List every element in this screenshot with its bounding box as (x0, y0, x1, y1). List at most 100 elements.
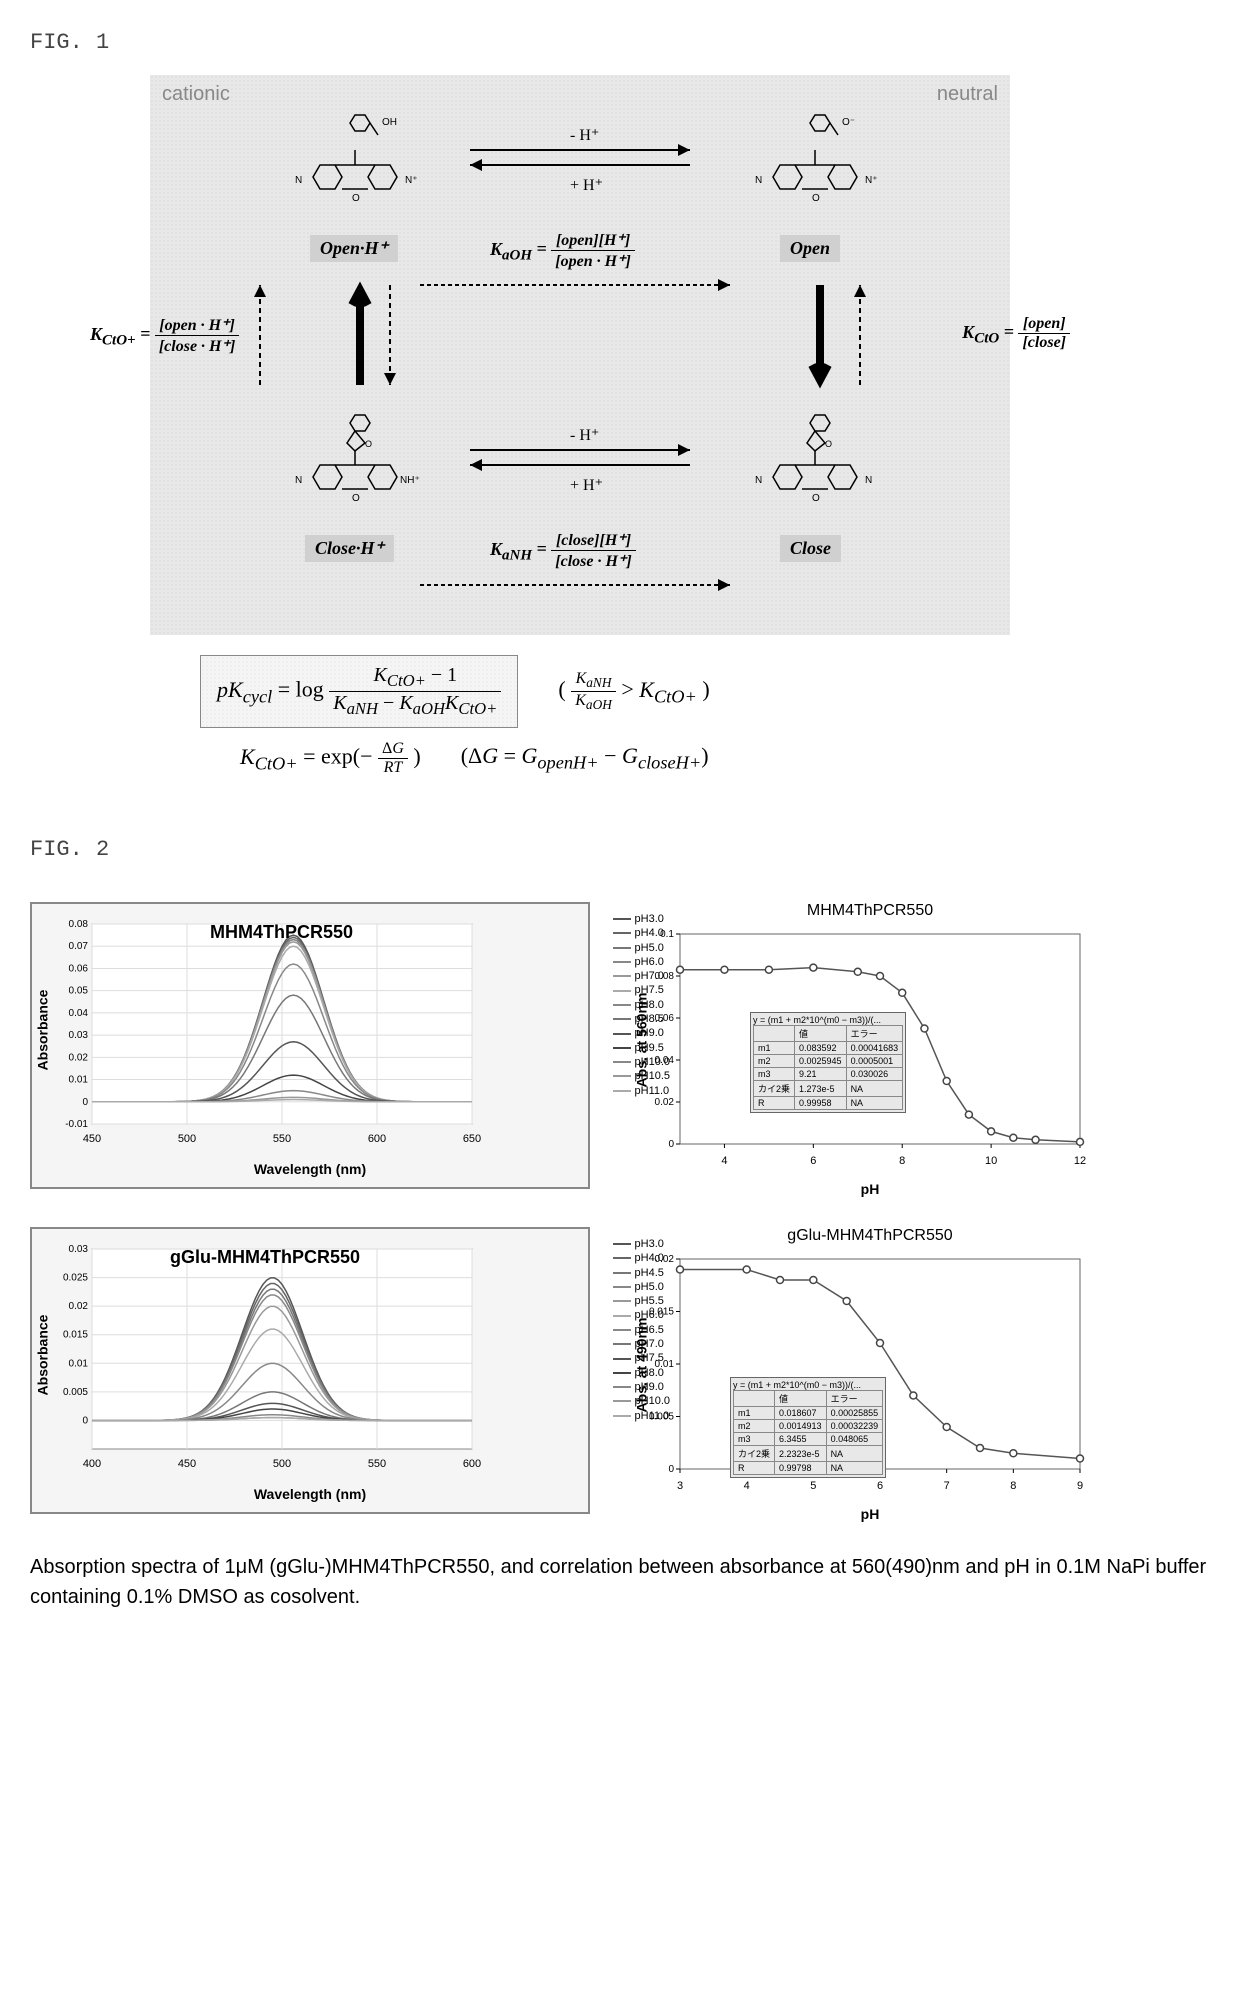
svg-text:12: 12 (1074, 1155, 1086, 1167)
chart3-box: gGlu-MHM4ThPCR550 Absorbance 400 450 500 55… (30, 1227, 590, 1522)
arrow-bottom-fwd-label: - H⁺ (570, 425, 599, 445)
chart1-title: MHM4ThPCR550 (210, 922, 353, 943)
svg-text:0.02: 0.02 (655, 1254, 675, 1265)
neutral-label: neutral (937, 83, 998, 106)
svg-text:0.015: 0.015 (649, 1307, 674, 1318)
svg-text:0.005: 0.005 (649, 1412, 674, 1423)
chart4-box: gGlu-MHM4ThPCR550 Abs. at 490nm 3 4 5 6 7 8 9 0… (630, 1227, 1110, 1522)
svg-text:600: 600 (463, 1458, 481, 1470)
svg-text:0: 0 (82, 1415, 88, 1426)
svg-text:0: 0 (82, 1097, 88, 1108)
svg-text:0.005: 0.005 (63, 1387, 88, 1398)
state-close: Close (780, 535, 841, 562)
thick-arrow-left (340, 275, 380, 395)
molecule-open: O⁻ O N N⁺ (730, 105, 900, 225)
svg-text:N: N (755, 175, 762, 186)
svg-text:450: 450 (178, 1458, 196, 1470)
svg-text:8: 8 (1010, 1480, 1016, 1492)
chart1-xlabel: Wavelength (nm) (42, 1161, 578, 1177)
svg-text:N: N (295, 175, 302, 186)
svg-text:0.07: 0.07 (69, 941, 89, 952)
chart2-xlabel: pH (630, 1181, 1110, 1197)
svg-text:N: N (755, 475, 762, 486)
dashed-arrow-left (380, 275, 400, 395)
fig2-label: FIG. 2 (30, 837, 1210, 862)
svg-text:550: 550 (273, 1133, 291, 1145)
chart2-box: MHM4ThPCR550 Abs. at 560nm 468101200.020… (630, 902, 1110, 1197)
molecule-open-h: OH O N N⁺ (270, 105, 440, 225)
eq-kcto-plus: KCtO+ = [open · H⁺][close · H⁺] (90, 315, 239, 356)
dashed-arrow-right (850, 275, 870, 395)
svg-text:500: 500 (178, 1133, 196, 1145)
svg-text:0.015: 0.015 (63, 1330, 88, 1341)
chart3-title: gGlu-MHM4ThPCR550 (170, 1247, 360, 1268)
svg-text:3: 3 (677, 1480, 683, 1492)
svg-text:O: O (825, 439, 832, 449)
svg-text:-0.01: -0.01 (65, 1119, 88, 1130)
arrow-top-fwd-label: - H⁺ (570, 125, 599, 145)
svg-text:4: 4 (744, 1480, 750, 1492)
chart1-box: MHM4ThPCR550 Absorbance 450500550600650-… (30, 902, 590, 1197)
thick-arrow-right (800, 275, 840, 395)
svg-text:500: 500 (273, 1458, 291, 1470)
svg-text:0.06: 0.06 (69, 963, 89, 974)
fig2-caption: Absorption spectra of 1μM (gGlu-)MHM4ThP… (30, 1552, 1210, 1612)
svg-text:7: 7 (944, 1480, 950, 1492)
arrow-top-back-label: + H⁺ (570, 175, 603, 195)
svg-text:450: 450 (83, 1133, 101, 1145)
svg-text:0.02: 0.02 (69, 1052, 89, 1063)
svg-text:O: O (365, 439, 372, 449)
arrow-bottom-back-label: + H⁺ (570, 475, 603, 495)
svg-text:N: N (865, 475, 872, 486)
eq-kcto: KCtO = [open][close] (962, 315, 1070, 352)
chart3-ylabel: Absorbance (34, 1315, 50, 1396)
chart3-xlabel: Wavelength (nm) (42, 1486, 578, 1502)
svg-text:0.04: 0.04 (69, 1008, 89, 1019)
svg-text:4: 4 (721, 1155, 727, 1167)
svg-text:N⁺: N⁺ (865, 175, 878, 186)
svg-text:0.02: 0.02 (69, 1301, 89, 1312)
svg-text:0: 0 (668, 1464, 674, 1475)
fig1-equations: pKcycl = log KCtO+ − 1 KaNH − KaOHKCtO+ … (200, 655, 1210, 777)
svg-text:0.08: 0.08 (69, 919, 89, 930)
chart4-xlabel: pH (630, 1506, 1110, 1522)
svg-text:0.03: 0.03 (69, 1030, 89, 1041)
dotted-arrow-low (410, 575, 750, 595)
chart3-plot: 400 450 500 550 600 0 0.005 0.01 0.015 0.02 0.025 0… (42, 1239, 482, 1479)
svg-text:O: O (352, 193, 360, 204)
chart1-plot: 450500550600650-0.0100.010.020.030.040.0… (42, 914, 482, 1154)
reaction-scheme: cationic neutral OH O N N⁺ Open·H⁺ O⁻ (150, 75, 1010, 635)
svg-text:0.025: 0.025 (63, 1273, 88, 1284)
svg-text:9: 9 (1077, 1480, 1083, 1492)
fig1-label: FIG. 1 (30, 30, 1210, 55)
molecule-close: O O N N (730, 405, 900, 525)
svg-text:0: 0 (668, 1139, 674, 1150)
chart2-ylabel: Abs. at 560nm (633, 993, 649, 1088)
fig1-container: cationic neutral OH O N N⁺ Open·H⁺ O⁻ (150, 75, 1210, 777)
chart2-inset: y = (m1 + m2*10^(m0 − m3))/(... 値エラーm10.… (750, 1012, 906, 1113)
chart2-title: MHM4ThPCR550 (630, 902, 1110, 920)
molecule-close-h: O O N NH⁺ (270, 405, 440, 525)
svg-text:5: 5 (810, 1480, 816, 1492)
svg-text:6: 6 (810, 1155, 816, 1167)
svg-text:0.04: 0.04 (655, 1055, 675, 1066)
chart4-title: gGlu-MHM4ThPCR550 (630, 1227, 1110, 1245)
dotted-arrow-mid (410, 275, 750, 295)
svg-text:0.08: 0.08 (655, 971, 675, 982)
chart4-inset: y = (m1 + m2*10^(m0 − m3))/(... 値エラーm10.… (730, 1377, 886, 1478)
chart4-ylabel: Abs. at 490nm (633, 1318, 649, 1413)
svg-text:0.01: 0.01 (69, 1358, 89, 1369)
dashed-arrow-left2 (250, 275, 270, 395)
chart1-ylabel: Absorbance (34, 990, 50, 1071)
svg-text:0.06: 0.06 (655, 1013, 675, 1024)
svg-text:6: 6 (877, 1480, 883, 1492)
svg-text:0.03: 0.03 (69, 1244, 89, 1255)
svg-text:400: 400 (83, 1458, 101, 1470)
svg-text:OH: OH (382, 117, 397, 128)
state-open-h: Open·H⁺ (310, 235, 398, 262)
svg-text:O: O (812, 193, 820, 204)
svg-text:650: 650 (463, 1133, 481, 1145)
svg-text:0.02: 0.02 (655, 1097, 675, 1108)
svg-text:550: 550 (368, 1458, 386, 1470)
svg-text:0.01: 0.01 (69, 1075, 89, 1086)
